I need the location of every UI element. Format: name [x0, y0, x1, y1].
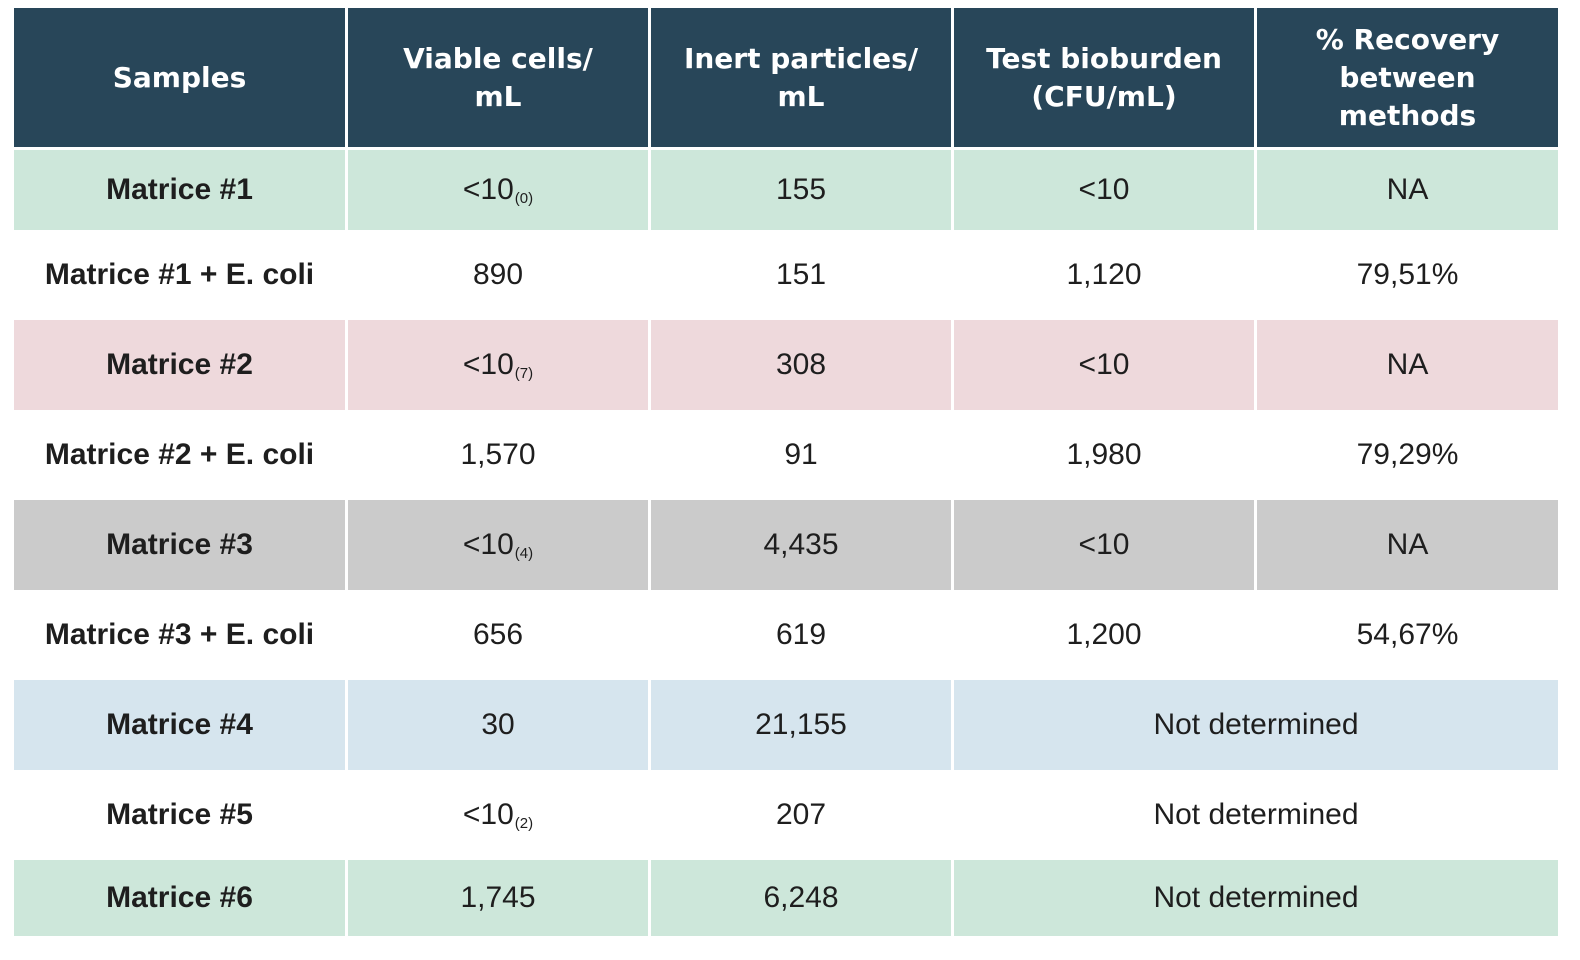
sample-cell: Matrice #2 + E. coli: [14, 410, 348, 500]
not-determined-cell: Not determined: [954, 680, 1558, 770]
bioburden-cell: 1,200: [954, 590, 1257, 680]
viable-cell: <10(4): [348, 500, 651, 590]
table-row: Matrice #4 30 21,155 Not determined: [14, 680, 1558, 770]
viable-subscript: (7): [514, 365, 534, 382]
viable-subscript: (2): [514, 815, 534, 832]
viable-cell: 1,745: [348, 860, 651, 936]
sample-cell: Matrice #1: [14, 150, 348, 230]
inert-cell: 155: [651, 150, 954, 230]
inert-cell: 4,435: [651, 500, 954, 590]
viable-value: <10: [462, 173, 514, 206]
viable-subscript: (4): [514, 545, 534, 562]
results-table: Samples Viable cells/ mL Inert particles…: [14, 8, 1558, 936]
header-test-bioburden: Test bioburden (CFU/mL): [954, 8, 1257, 150]
header-viable-cells: Viable cells/ mL: [348, 8, 651, 150]
header-row: Samples Viable cells/ mL Inert particles…: [14, 8, 1558, 150]
bioburden-cell: 1,980: [954, 410, 1257, 500]
viable-cell: 30: [348, 680, 651, 770]
table-row: Matrice #3 + E. coli 656 619 1,200 54,67…: [14, 590, 1558, 680]
table-row: Matrice #5 <10(2) 207 Not determined: [14, 770, 1558, 860]
not-determined-cell: Not determined: [954, 770, 1558, 860]
sample-cell: Matrice #3: [14, 500, 348, 590]
table-row: Matrice #1 + E. coli 890 151 1,120 79,51…: [14, 230, 1558, 320]
recovery-cell: 79,29%: [1257, 410, 1558, 500]
sample-cell: Matrice #6: [14, 860, 348, 936]
header-samples: Samples: [14, 8, 348, 150]
sample-cell: Matrice #5: [14, 770, 348, 860]
inert-cell: 91: [651, 410, 954, 500]
viable-cell: 1,570: [348, 410, 651, 500]
viable-value: <10: [462, 528, 514, 561]
recovery-cell: NA: [1257, 500, 1558, 590]
inert-cell: 619: [651, 590, 954, 680]
header-inert-particles: Inert particles/ mL: [651, 8, 954, 150]
sample-cell: Matrice #4: [14, 680, 348, 770]
inert-cell: 151: [651, 230, 954, 320]
table-row: Matrice #6 1,745 6,248 Not determined: [14, 860, 1558, 936]
sample-cell: Matrice #3 + E. coli: [14, 590, 348, 680]
viable-cell: 890: [348, 230, 651, 320]
viable-cell: <10(0): [348, 150, 651, 230]
bioburden-cell: <10: [954, 320, 1257, 410]
sample-cell: Matrice #1 + E. coli: [14, 230, 348, 320]
table-row: Matrice #2 + E. coli 1,570 91 1,980 79,2…: [14, 410, 1558, 500]
inert-cell: 21,155: [651, 680, 954, 770]
recovery-cell: 79,51%: [1257, 230, 1558, 320]
recovery-cell: 54,67%: [1257, 590, 1558, 680]
table-row: Matrice #3 <10(4) 4,435 <10 NA: [14, 500, 1558, 590]
inert-cell: 6,248: [651, 860, 954, 936]
header-recovery: % Recovery between methods: [1257, 8, 1558, 150]
viable-cell: 656: [348, 590, 651, 680]
recovery-cell: NA: [1257, 320, 1558, 410]
bioburden-cell: <10: [954, 500, 1257, 590]
bioburden-cell: <10: [954, 150, 1257, 230]
not-determined-cell: Not determined: [954, 860, 1558, 936]
sample-cell: Matrice #2: [14, 320, 348, 410]
inert-cell: 207: [651, 770, 954, 860]
viable-subscript: (0): [514, 190, 534, 207]
viable-value: <10: [462, 798, 514, 831]
recovery-cell: NA: [1257, 150, 1558, 230]
table-row: Matrice #2 <10(7) 308 <10 NA: [14, 320, 1558, 410]
viable-value: <10: [462, 348, 514, 381]
table-row: Matrice #1 <10(0) 155 <10 NA: [14, 150, 1558, 230]
inert-cell: 308: [651, 320, 954, 410]
viable-cell: <10(7): [348, 320, 651, 410]
bioburden-cell: 1,120: [954, 230, 1257, 320]
viable-cell: <10(2): [348, 770, 651, 860]
